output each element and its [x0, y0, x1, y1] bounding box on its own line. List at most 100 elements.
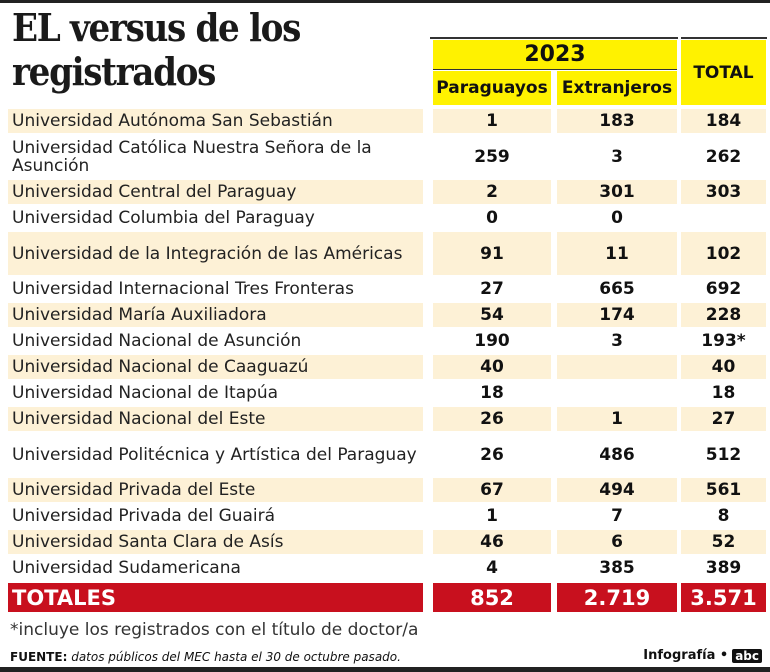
paraguayos-value: 27	[480, 279, 504, 299]
total-value: 228	[681, 303, 766, 327]
total-value: 262	[705, 146, 742, 167]
source-text: datos públicos del MEC hasta el 30 de oc…	[71, 650, 401, 664]
credit-text: Infografía •	[643, 648, 729, 663]
paraguayos-value: 26	[480, 444, 504, 465]
total-value: 389	[705, 558, 742, 578]
paraguayos-value: 0	[486, 208, 498, 228]
total-value: 184	[681, 109, 766, 133]
source: FUENTE: datos públicos del MEC hasta el …	[10, 650, 401, 664]
title-line-1: EL versus de los	[12, 5, 301, 50]
table-row: Universidad Privada del Este 67 494 561	[8, 477, 768, 503]
table-row: Universidad Sudamericana 4 385 389	[8, 555, 768, 581]
total-value	[681, 206, 766, 230]
university-name: Universidad Nacional del Este	[8, 407, 423, 431]
total-value: 102	[681, 232, 766, 275]
university-name: Universidad de la Integración de las Amé…	[8, 232, 423, 275]
title-line-2: registrados	[12, 49, 216, 94]
totals-total: 3.571	[681, 583, 766, 612]
paraguayos-value: 4	[486, 558, 498, 578]
extranjeros-value: 486	[599, 444, 635, 465]
paraguayos-value: 1	[486, 506, 498, 526]
top-rule	[0, 0, 770, 3]
total-value: 692	[705, 279, 742, 299]
total-value: 561	[681, 478, 766, 502]
header-rule	[430, 37, 678, 39]
table-row: Universidad María Auxiliadora 54 174 228	[8, 302, 768, 328]
paraguayos-value: 26	[433, 407, 551, 431]
table-row: Universidad Nacional de Caaguazú 40 40	[8, 354, 768, 380]
total-value: 52	[681, 530, 766, 554]
total-value: 193*	[701, 331, 746, 351]
table-row: Universidad Politécnica y Artística del …	[8, 432, 768, 477]
total-value: 18	[711, 383, 736, 403]
table-row: Universidad Internacional Tres Fronteras…	[8, 276, 768, 302]
university-name: Universidad Internacional Tres Fronteras	[12, 279, 354, 299]
credit: Infografía • abc	[643, 648, 762, 663]
university-name: Universidad Privada del Este	[8, 478, 423, 502]
university-name: Universidad Santa Clara de Asís	[8, 530, 423, 554]
extranjeros-value: 3	[611, 146, 623, 167]
extranjeros-value: 7	[611, 506, 623, 526]
paraguayos-value: 46	[433, 530, 551, 554]
total-value: 512	[705, 444, 742, 465]
year-underline	[433, 69, 677, 70]
source-label: FUENTE:	[10, 650, 68, 664]
totals-label: TOTALES	[8, 583, 423, 612]
col-header-extranjeros: Extranjeros	[557, 71, 677, 105]
totals-row: TOTALES 852 2.719 3.571	[8, 583, 768, 612]
extranjeros-value: 385	[599, 558, 635, 578]
table-row: Universidad de la Integración de las Amé…	[8, 231, 768, 276]
university-name: Universidad María Auxiliadora	[8, 303, 423, 327]
year-header: 2023	[433, 40, 677, 69]
university-name: Universidad Autónoma San Sebastián	[8, 109, 423, 133]
table-row: Universidad Nacional del Este 26 1 27	[8, 406, 768, 432]
paraguayos-value: 91	[433, 232, 551, 275]
header-rule-total	[681, 37, 767, 39]
table-body: Universidad Autónoma San Sebastián 1 183 18…	[8, 108, 768, 581]
extranjeros-value: 665	[599, 279, 635, 299]
university-name: Universidad Central del Paraguay	[8, 180, 423, 204]
university-name: Universidad Católica Nuestra Señora de l…	[12, 137, 372, 176]
university-name: Universidad Politécnica y Artística del …	[12, 444, 417, 465]
extranjeros-value: 0	[611, 208, 623, 228]
total-value: 40	[681, 355, 766, 379]
table-row: Universidad Autónoma San Sebastián 1 183 18…	[8, 108, 768, 134]
paraguayos-value: 18	[480, 383, 504, 403]
table-row: Universidad Columbia del Paraguay 0 0	[8, 205, 768, 231]
total-value: 8	[717, 506, 730, 526]
extranjeros-value: 3	[611, 331, 623, 351]
extranjeros-value	[557, 381, 677, 405]
bottom-rule	[0, 667, 770, 672]
table-row: Universidad Central del Paraguay 2 301 303	[8, 179, 768, 205]
paraguayos-value: 2	[433, 180, 551, 204]
extranjeros-value: 6	[557, 530, 677, 554]
col-header-total: TOTAL	[681, 40, 766, 105]
table-row: Universidad Privada del Guairá 1 7 8	[8, 503, 768, 529]
extranjeros-value	[557, 355, 677, 379]
footnote: *incluye los registrados con el título d…	[10, 620, 419, 640]
paraguayos-value: 40	[433, 355, 551, 379]
extranjeros-value: 301	[557, 180, 677, 204]
totals-extranjeros: 2.719	[557, 583, 677, 612]
total-value: 303	[681, 180, 766, 204]
extranjeros-value: 1	[557, 407, 677, 431]
paraguayos-value: 1	[433, 109, 551, 133]
paraguayos-value: 54	[433, 303, 551, 327]
paraguayos-value: 259	[474, 146, 510, 167]
table-row: Universidad Nacional de Itapúa 18 18	[8, 380, 768, 406]
table-row: Universidad Santa Clara de Asís 46 6 52	[8, 529, 768, 555]
extranjeros-value: 494	[557, 478, 677, 502]
table-row: Universidad Nacional de Asunción 190 3 193*	[8, 328, 768, 354]
extranjeros-value: 183	[557, 109, 677, 133]
paraguayos-value: 190	[474, 331, 510, 351]
university-name: Universidad Sudamericana	[12, 558, 241, 578]
paraguayos-value: 67	[433, 478, 551, 502]
university-name: Universidad Nacional de Itapúa	[12, 383, 279, 403]
col-header-paraguayos: Paraguayos	[433, 71, 551, 105]
table-row: Universidad Católica Nuestra Señora de l…	[8, 134, 768, 179]
total-value: 27	[681, 407, 766, 431]
abc-logo: abc	[732, 648, 762, 663]
totals-paraguayos: 852	[433, 583, 551, 612]
university-name: Universidad Nacional de Asunción	[12, 331, 302, 351]
page-title: EL versus de los registrados	[12, 5, 301, 94]
